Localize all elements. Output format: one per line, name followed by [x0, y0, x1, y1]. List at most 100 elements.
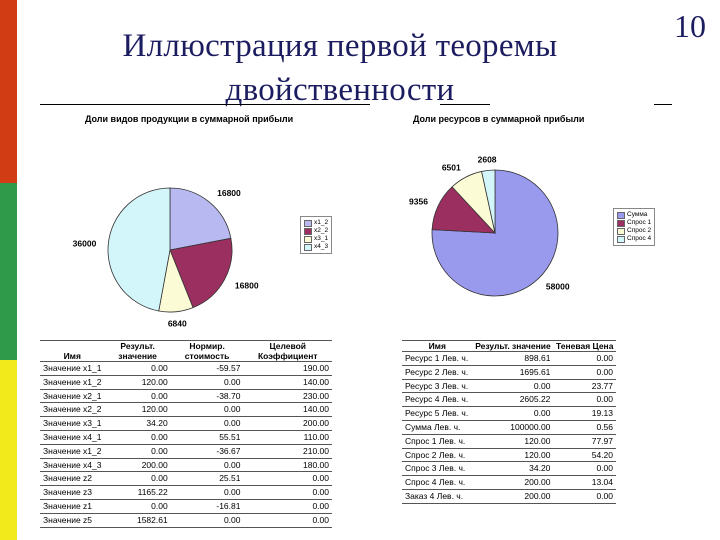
title-rule-right: [654, 104, 672, 105]
table-cell-name: Значение x4_3: [40, 457, 105, 472]
table-cell-name: Значение x2_2: [40, 402, 105, 417]
table-cell-value: 898.61: [472, 351, 554, 366]
table-cell-value: 55.51: [170, 429, 244, 445]
table-cell-value: 34.20: [104, 416, 171, 431]
table-cell-value: -36.67: [170, 443, 244, 459]
legend-swatch: [617, 227, 625, 235]
title-rule-left: [40, 104, 370, 105]
table-row: Значение x4_1 0.00 55.51 110.00: [40, 429, 332, 445]
table-cell-name: Спрос 1 Лев. ч.: [402, 433, 473, 449]
table-cell-value: 25.51: [170, 471, 244, 486]
legend-swatch: [304, 243, 312, 251]
pie-data-label: 16800: [235, 281, 259, 291]
table-row: Ресурс 4 Лев. ч. 2605.22 0.00: [402, 392, 616, 407]
table-cell-name: Значение x1_1: [40, 361, 105, 376]
legend-label: x2_2: [314, 227, 329, 234]
legend-swatch: [617, 211, 625, 219]
table-row: Ресурс 1 Лев. ч. 898.61 0.00: [402, 351, 616, 366]
table-cell-name: Значение x2_1: [40, 388, 105, 403]
table-row: Сумма Лев. ч. 100000.00 0.56: [402, 419, 616, 435]
table-cell-value: 200.00: [472, 488, 554, 504]
table-cell-value: 230.00: [243, 388, 332, 403]
table-cell-value: 120.00: [472, 433, 554, 449]
table-cell-value: 0.00: [243, 512, 332, 528]
table-cell-value: 77.97: [553, 433, 616, 449]
legend-swatch: [304, 227, 312, 235]
table-cell-value: 0.00: [170, 374, 244, 390]
table-constraints: Имя Результ. значение Теневая Цена Ресур…: [402, 340, 616, 504]
pie-data-label: 6840: [168, 319, 187, 329]
table-cell-value: 0.00: [104, 443, 171, 459]
pie-data-label: 58000: [546, 282, 570, 292]
table-cell-value: 1695.61: [472, 364, 554, 380]
legend-label: x1_2: [314, 219, 329, 226]
table-row: Спрос 2 Лев. ч. 120.00 54.20: [402, 447, 616, 462]
legend-label: Спрос 1: [627, 219, 652, 226]
table-cell-name: Ресурс 1 Лев. ч.: [402, 351, 473, 366]
table-cell-value: 0.00: [243, 485, 332, 500]
title-rule-mid: [440, 104, 490, 105]
table-cell-value: 2605.22: [472, 392, 554, 407]
pie-data-label: 2608: [478, 154, 497, 164]
table-cell-name: Ресурс 4 Лев. ч.: [402, 392, 473, 407]
table-cell-value: 120.00: [104, 374, 171, 390]
legend-label: Сумма: [627, 211, 648, 218]
table-cell-value: 0.00: [170, 416, 244, 431]
table-cell-value: 0.00: [170, 512, 244, 528]
legend-swatch: [617, 219, 625, 227]
pie-data-label: 9356: [409, 197, 428, 207]
table-cell-value: 23.77: [553, 378, 616, 393]
table-cell-value: 140.00: [243, 402, 332, 417]
table-cell-value: 0.00: [472, 406, 554, 421]
table-cell-value: 54.20: [553, 447, 616, 462]
table-row: Ресурс 3 Лев. ч. 0.00 23.77: [402, 378, 616, 393]
table-cell-value: 0.00: [553, 364, 616, 380]
legend-item: Сумма: [617, 211, 651, 219]
table-row: Значение x2_1 0.00 -38.70 230.00: [40, 388, 332, 403]
table-cell-name: Значение z3: [40, 485, 105, 500]
page-number: 10: [674, 8, 706, 44]
legend-item: Спрос 1: [617, 219, 651, 227]
left-accent-bar-red: [0, 0, 17, 183]
table-row: Значение x1_1 0.00 -59.57 190.00: [40, 361, 332, 376]
table-cell-value: 0.00: [553, 461, 616, 476]
table-cell-value: 100000.00: [472, 419, 554, 435]
pie-slice-x2-2: [169, 237, 233, 309]
table-cell-value: 0.00: [104, 471, 171, 486]
table-cell-value: 0.00: [472, 378, 554, 393]
table-cell-value: -59.57: [170, 361, 244, 376]
table-cell-value: 13.04: [553, 475, 616, 490]
pie-data-label: 6501: [442, 162, 461, 172]
pie-data-label: 36000: [73, 238, 97, 248]
table-header-result: Результ. значение: [104, 340, 171, 362]
legend-label: x4_3: [314, 243, 329, 250]
legend-item: x3_1: [304, 235, 328, 243]
table-row: Значение x2_2 120.00 0.00 140.00: [40, 402, 332, 417]
pie-slice--4: [481, 169, 496, 234]
slide-title: Иллюстрация первой теоремы двойственност…: [60, 24, 620, 112]
table-row: Значение x1_2 0.00 -36.67 210.00: [40, 443, 332, 459]
table-header-reduced-cost: Нормир. стоимость: [170, 340, 244, 362]
table-cell-value: 210.00: [243, 443, 332, 459]
table-cell-value: 200.00: [243, 416, 332, 431]
pie-data-label: 16800: [217, 188, 241, 198]
pie-slice-x4-3: [107, 187, 171, 312]
table-cell-value: -16.81: [170, 498, 244, 514]
table-cell-name: Значение z1: [40, 498, 105, 514]
table-cell-value: 200.00: [104, 457, 171, 472]
chart2-title: Доли ресурсов в суммарной прибыли: [413, 114, 585, 124]
table-cell-value: 34.20: [472, 461, 554, 476]
chart2-legend: Сумма Спрос 1 Спрос 2 Спрос 4: [613, 208, 656, 246]
slide-title-line1: Иллюстрация первой теоремы: [122, 28, 558, 64]
table-row: Значение z1 0.00 -16.81 0.00: [40, 498, 332, 514]
table-cell-value: 200.00: [472, 475, 554, 490]
table-header-name: Имя: [40, 340, 105, 362]
legend-item: x1_2: [304, 219, 328, 227]
legend-swatch: [304, 235, 312, 243]
legend-item: Спрос 4: [617, 235, 651, 243]
table-cell-value: 0.00: [104, 361, 171, 376]
table-cell-value: 0.00: [553, 351, 616, 366]
table-row: Спрос 3 Лев. ч. 34.20 0.00: [402, 461, 616, 476]
table-header-objective-coef: Целевой Коэффициент: [243, 340, 332, 362]
table-row: Значение x3_1 34.20 0.00 200.00: [40, 416, 332, 431]
